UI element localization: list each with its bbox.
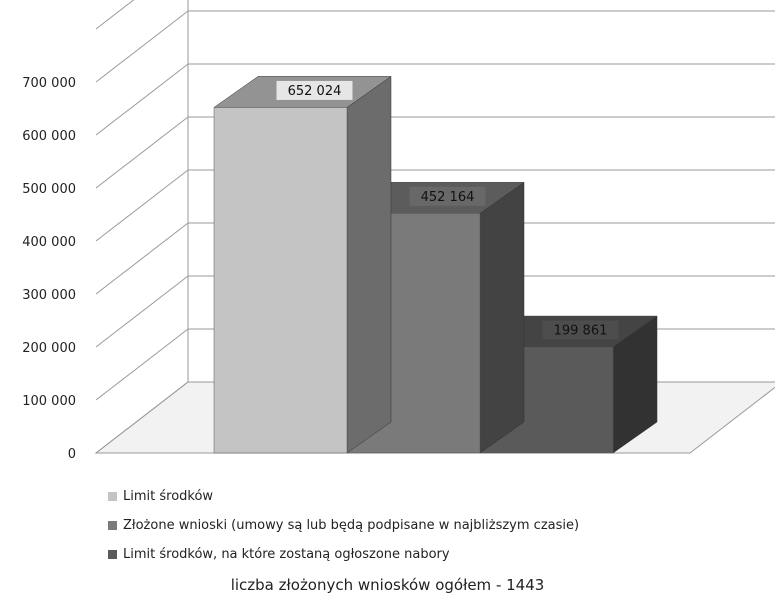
side-grid-line xyxy=(95,116,189,189)
side-grid-line xyxy=(95,381,189,454)
bar-side xyxy=(479,181,525,454)
data-label-bg xyxy=(542,320,619,340)
legend-label-remaining: Limit środków, na które zostaną ogłoszon… xyxy=(123,547,450,562)
bar-side xyxy=(346,75,392,454)
y-tick-label: 200 000 xyxy=(22,341,76,356)
y-tick-label: 300 000 xyxy=(22,288,76,303)
side-grid-line xyxy=(95,63,189,136)
bar-layer xyxy=(213,75,658,454)
data-label: 452 164 xyxy=(421,190,475,205)
data-label-bg xyxy=(409,186,486,206)
side-grid-line xyxy=(95,328,189,401)
y-tick-label: 100 000 xyxy=(22,394,76,409)
data-label-bg xyxy=(276,80,353,100)
legend-item-submitted: Złożone wnioski (umowy są lub będą podpi… xyxy=(108,511,579,540)
label-layer: 0 100 000 200 000 300 000 400 000 500 000 600 … xyxy=(22,76,619,462)
side-grid-line xyxy=(95,10,189,83)
legend-label-limit: Limit środków xyxy=(123,489,214,504)
y-tick-label: 700 000 xyxy=(22,76,76,91)
side-grid-line xyxy=(95,0,135,30)
y-tick-label: 500 000 xyxy=(22,182,76,197)
legend-swatch-limit xyxy=(108,492,117,501)
data-label: 652 024 xyxy=(288,84,342,99)
side-grid-line xyxy=(95,169,189,242)
legend: Limit środków Złożone wnioski (umowy są … xyxy=(108,482,579,569)
legend-item-limit: Limit środków xyxy=(108,482,579,511)
side-grid-line xyxy=(95,222,189,295)
y-tick-label: 400 000 xyxy=(22,235,76,250)
side-grid-line xyxy=(95,275,189,348)
legend-swatch-submitted xyxy=(108,521,117,530)
data-label: 199 861 xyxy=(554,324,608,339)
y-tick-label: 600 000 xyxy=(22,129,76,144)
bar-front xyxy=(213,107,348,454)
legend-swatch-remaining xyxy=(108,550,117,559)
y-tick-label: 0 xyxy=(68,447,76,462)
legend-item-remaining: Limit środków, na które zostaną ogłoszon… xyxy=(108,540,579,569)
legend-label-submitted: Złożone wnioski (umowy są lub będą podpi… xyxy=(123,518,580,533)
footer-note: liczba złożonych wniosków ogółem - 1443 xyxy=(230,576,545,594)
